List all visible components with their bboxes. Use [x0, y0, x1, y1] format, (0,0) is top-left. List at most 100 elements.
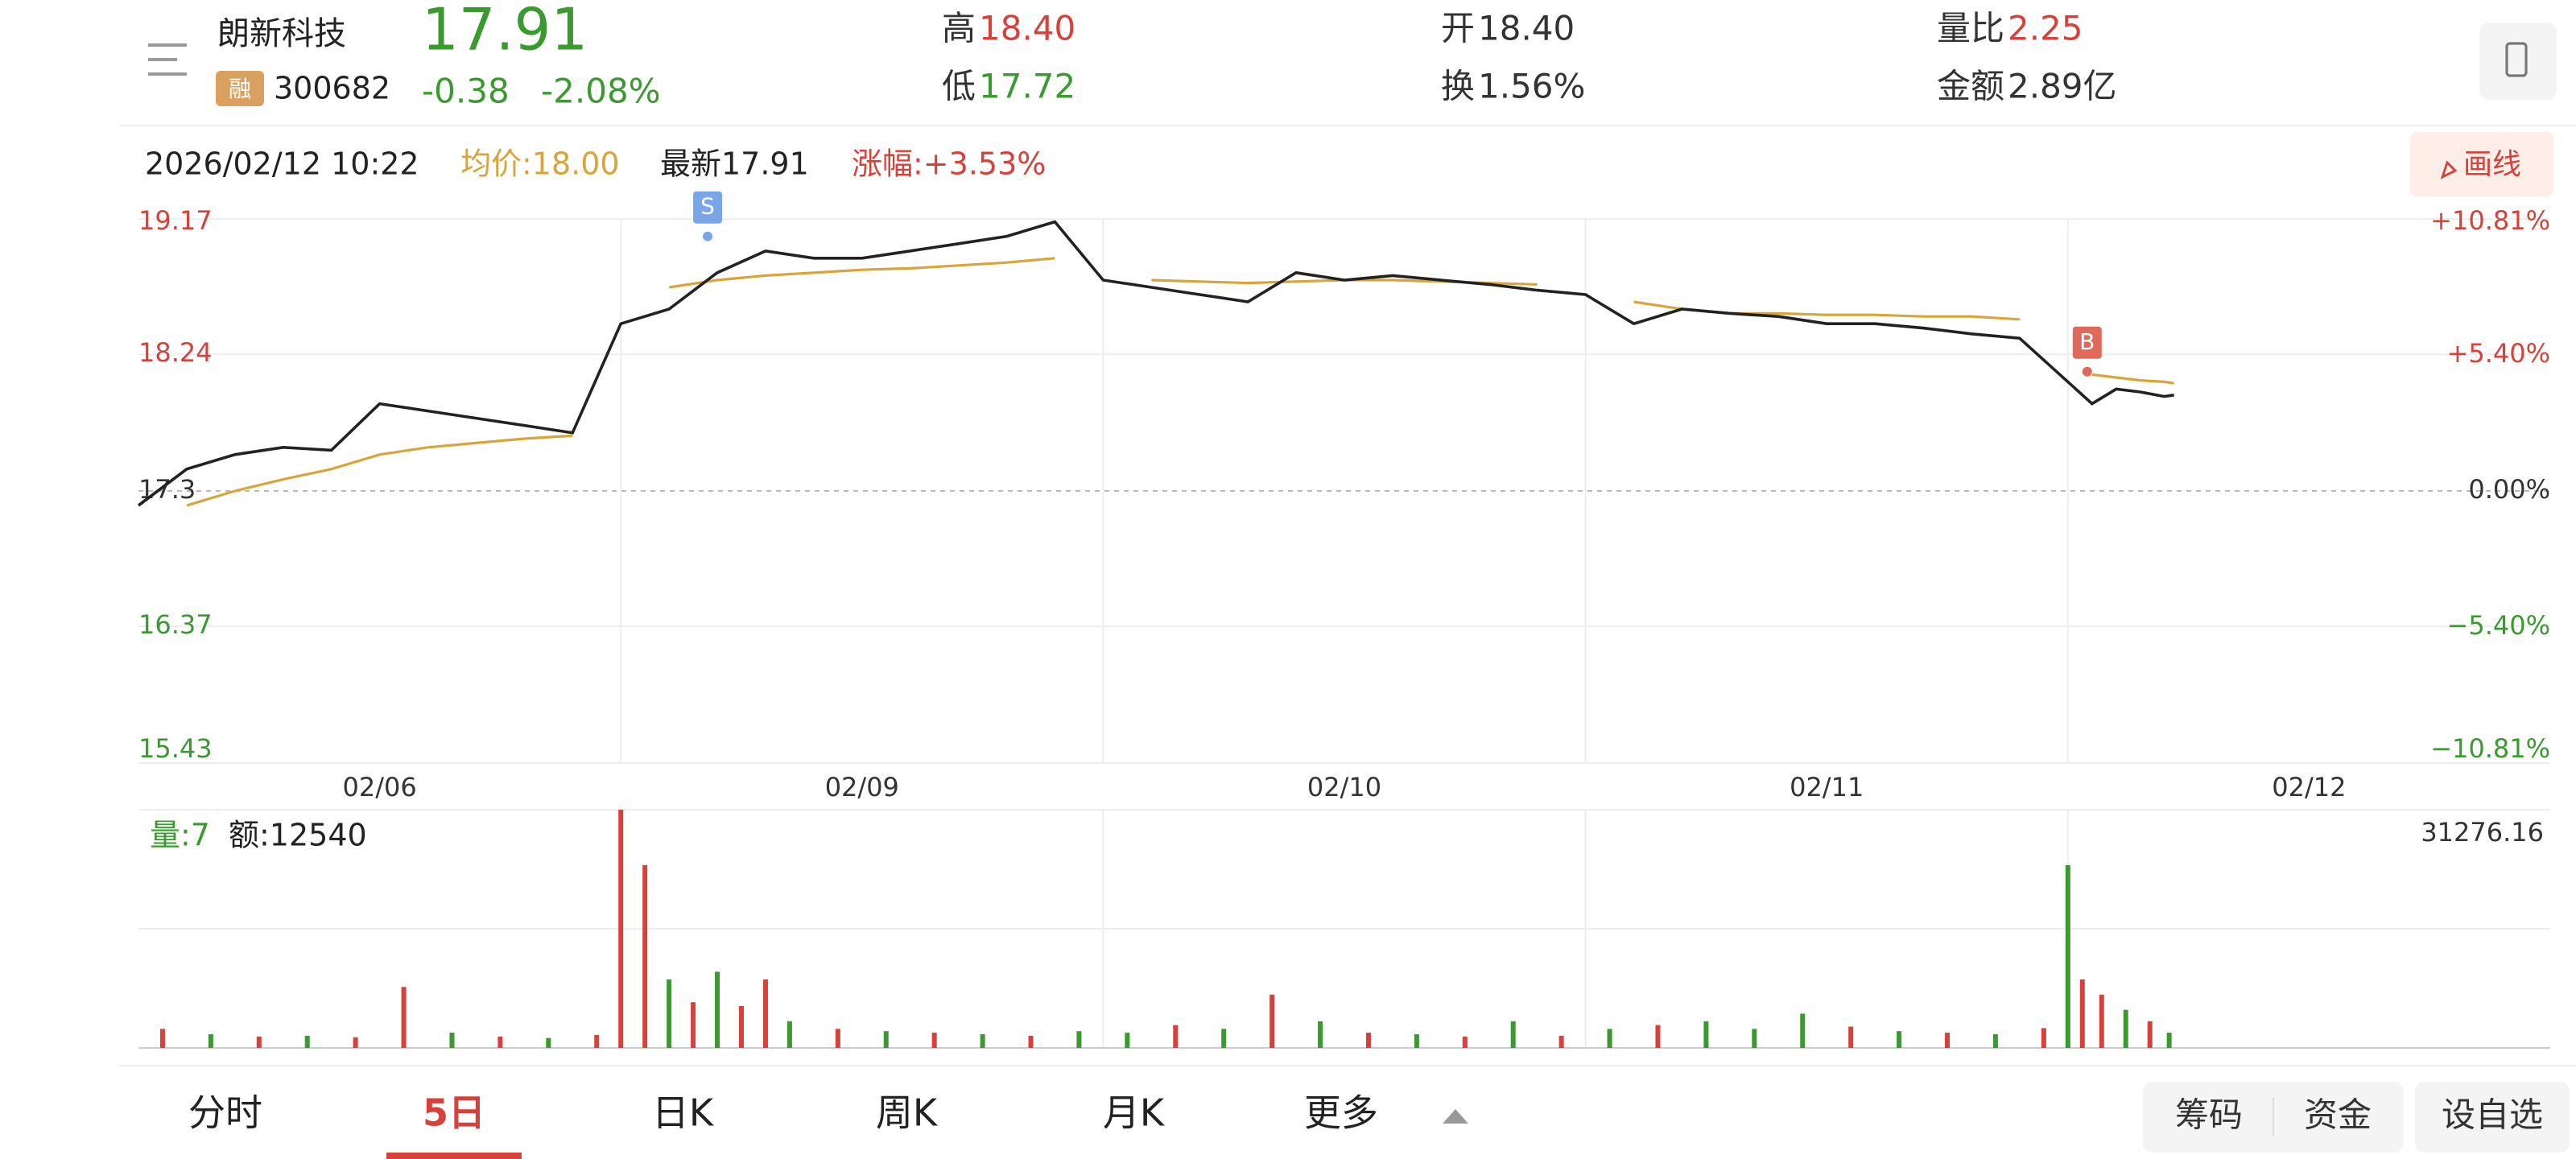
stat-label: 金额 — [1937, 67, 2004, 106]
tab[interactable]: 分时 — [188, 1091, 262, 1135]
trade-marker-label: B — [2079, 328, 2095, 355]
y-tick-label: 18.24 — [138, 337, 213, 368]
volume-bar — [2041, 1028, 2046, 1048]
tab[interactable]: 月K — [1103, 1091, 1166, 1135]
draw-button-label: 画线 — [2463, 148, 2521, 181]
draw-button[interactable] — [2410, 132, 2553, 196]
tab[interactable]: 日K — [652, 1091, 715, 1135]
volume-bar — [1125, 1033, 1130, 1048]
volume-bar — [2099, 994, 2104, 1048]
volume-bar — [1462, 1036, 1468, 1048]
y2-tick-label: −10.81% — [2430, 733, 2550, 764]
x-tick-label: 02/09 — [825, 772, 899, 802]
y2-tick-label: −5.40% — [2447, 610, 2550, 641]
volume-bar — [159, 1029, 165, 1048]
volume-bar — [1173, 1025, 1179, 1048]
trade-marker — [693, 191, 723, 224]
rise: 涨幅:+3.53% — [852, 146, 1046, 182]
volume-bar — [1992, 1033, 1998, 1048]
trade-marker — [2072, 326, 2102, 359]
stock-price: 17.91 — [422, 0, 588, 64]
vol-label: 量:7 — [150, 818, 210, 853]
change-pct: -2.08% — [541, 72, 661, 111]
latest: 最新17.91 — [660, 146, 809, 182]
stat-label: 高 — [942, 9, 976, 48]
volume-bar — [546, 1037, 551, 1048]
volume-bar — [2166, 1033, 2172, 1048]
button[interactable]: 资金 — [2304, 1095, 2372, 1135]
trade-marker-label: S — [700, 193, 715, 220]
avg-price: 均价:18.00 — [460, 146, 620, 182]
volume-bar — [208, 1033, 213, 1048]
y2-tick-label: +10.81% — [2430, 205, 2550, 236]
more-arrow[interactable] — [1443, 1109, 1468, 1124]
y-tick-label: 15.43 — [138, 733, 213, 764]
volume-bar — [739, 1005, 744, 1048]
stock-name: 朗新科技 — [217, 15, 346, 52]
device-icon — [2505, 42, 2528, 77]
stat-value: 2.89亿 — [2008, 67, 2117, 106]
watch-button-bg — [2415, 1082, 2570, 1153]
y-tick-label: 19.17 — [138, 205, 213, 236]
volume-bar — [2065, 864, 2070, 1048]
pen-icon — [2440, 160, 2458, 179]
stat-value: 18.40 — [1478, 9, 1575, 48]
tab[interactable]: 周K — [876, 1091, 939, 1135]
volume-bar — [1897, 1031, 1902, 1048]
stat-value: 17.72 — [979, 67, 1075, 106]
volume-bar — [715, 971, 720, 1048]
y-tick-label: 16.37 — [138, 609, 213, 640]
button[interactable]: 筹码 — [2175, 1095, 2243, 1135]
stock-code: 300682 — [274, 71, 390, 106]
volume-bar — [1269, 994, 1275, 1048]
volume-bar — [1318, 1021, 1323, 1048]
trade-dot — [703, 231, 713, 241]
datetime: 2026/02/12 10:22 — [145, 146, 419, 182]
volume-bar — [1028, 1035, 1034, 1048]
volume-bar — [835, 1029, 840, 1048]
vol-tick-label: 31276.16 — [2421, 817, 2544, 848]
volume-bar — [1076, 1031, 1082, 1048]
trade-dot — [2082, 366, 2092, 377]
volume-bar — [256, 1036, 262, 1048]
volume-bar — [1848, 1026, 1854, 1048]
badge: 融 — [229, 76, 251, 102]
volume-bar — [1655, 1025, 1661, 1048]
volume-bar — [931, 1033, 937, 1048]
volume-bar — [2147, 1021, 2153, 1048]
volume-bar — [618, 810, 624, 1048]
device-button[interactable] — [2479, 23, 2557, 100]
stat-label: 换 — [1441, 67, 1475, 106]
stat-value: 18.40 — [979, 9, 1075, 48]
volume-bar — [449, 1033, 455, 1048]
volume-bar — [691, 1002, 696, 1048]
volume-bar — [1607, 1029, 1612, 1048]
volume-bar — [2079, 979, 2085, 1048]
volume-bar — [883, 1031, 889, 1048]
button[interactable]: 设自选 — [2442, 1095, 2543, 1135]
volume-bar — [980, 1033, 985, 1048]
y2-tick-label: +5.40% — [2447, 338, 2550, 369]
tab[interactable]: 5日 — [423, 1091, 485, 1135]
volume-bar — [304, 1035, 310, 1048]
price-line — [137, 220, 2174, 507]
volume-bar — [594, 1034, 600, 1048]
stat-value: 2.25 — [2008, 9, 2083, 48]
x-tick-label: 02/12 — [2272, 772, 2346, 802]
stat-label: 低 — [942, 67, 976, 106]
menu-icon[interactable] — [148, 43, 187, 76]
volume-bar — [1365, 1033, 1371, 1048]
volume-bar — [353, 1037, 358, 1048]
price-line — [186, 257, 2174, 507]
volume-bar — [1414, 1033, 1419, 1048]
tab-underline — [386, 1153, 522, 1159]
volume-bar — [1945, 1033, 1950, 1048]
x-tick-label: 02/10 — [1307, 772, 1381, 802]
change: -0.38 — [422, 72, 510, 111]
stat-label: 开 — [1441, 9, 1475, 48]
volume-bar — [1558, 1035, 1564, 1048]
tab[interactable]: 更多 — [1304, 1091, 1378, 1135]
volume-bar — [1800, 1013, 1806, 1048]
